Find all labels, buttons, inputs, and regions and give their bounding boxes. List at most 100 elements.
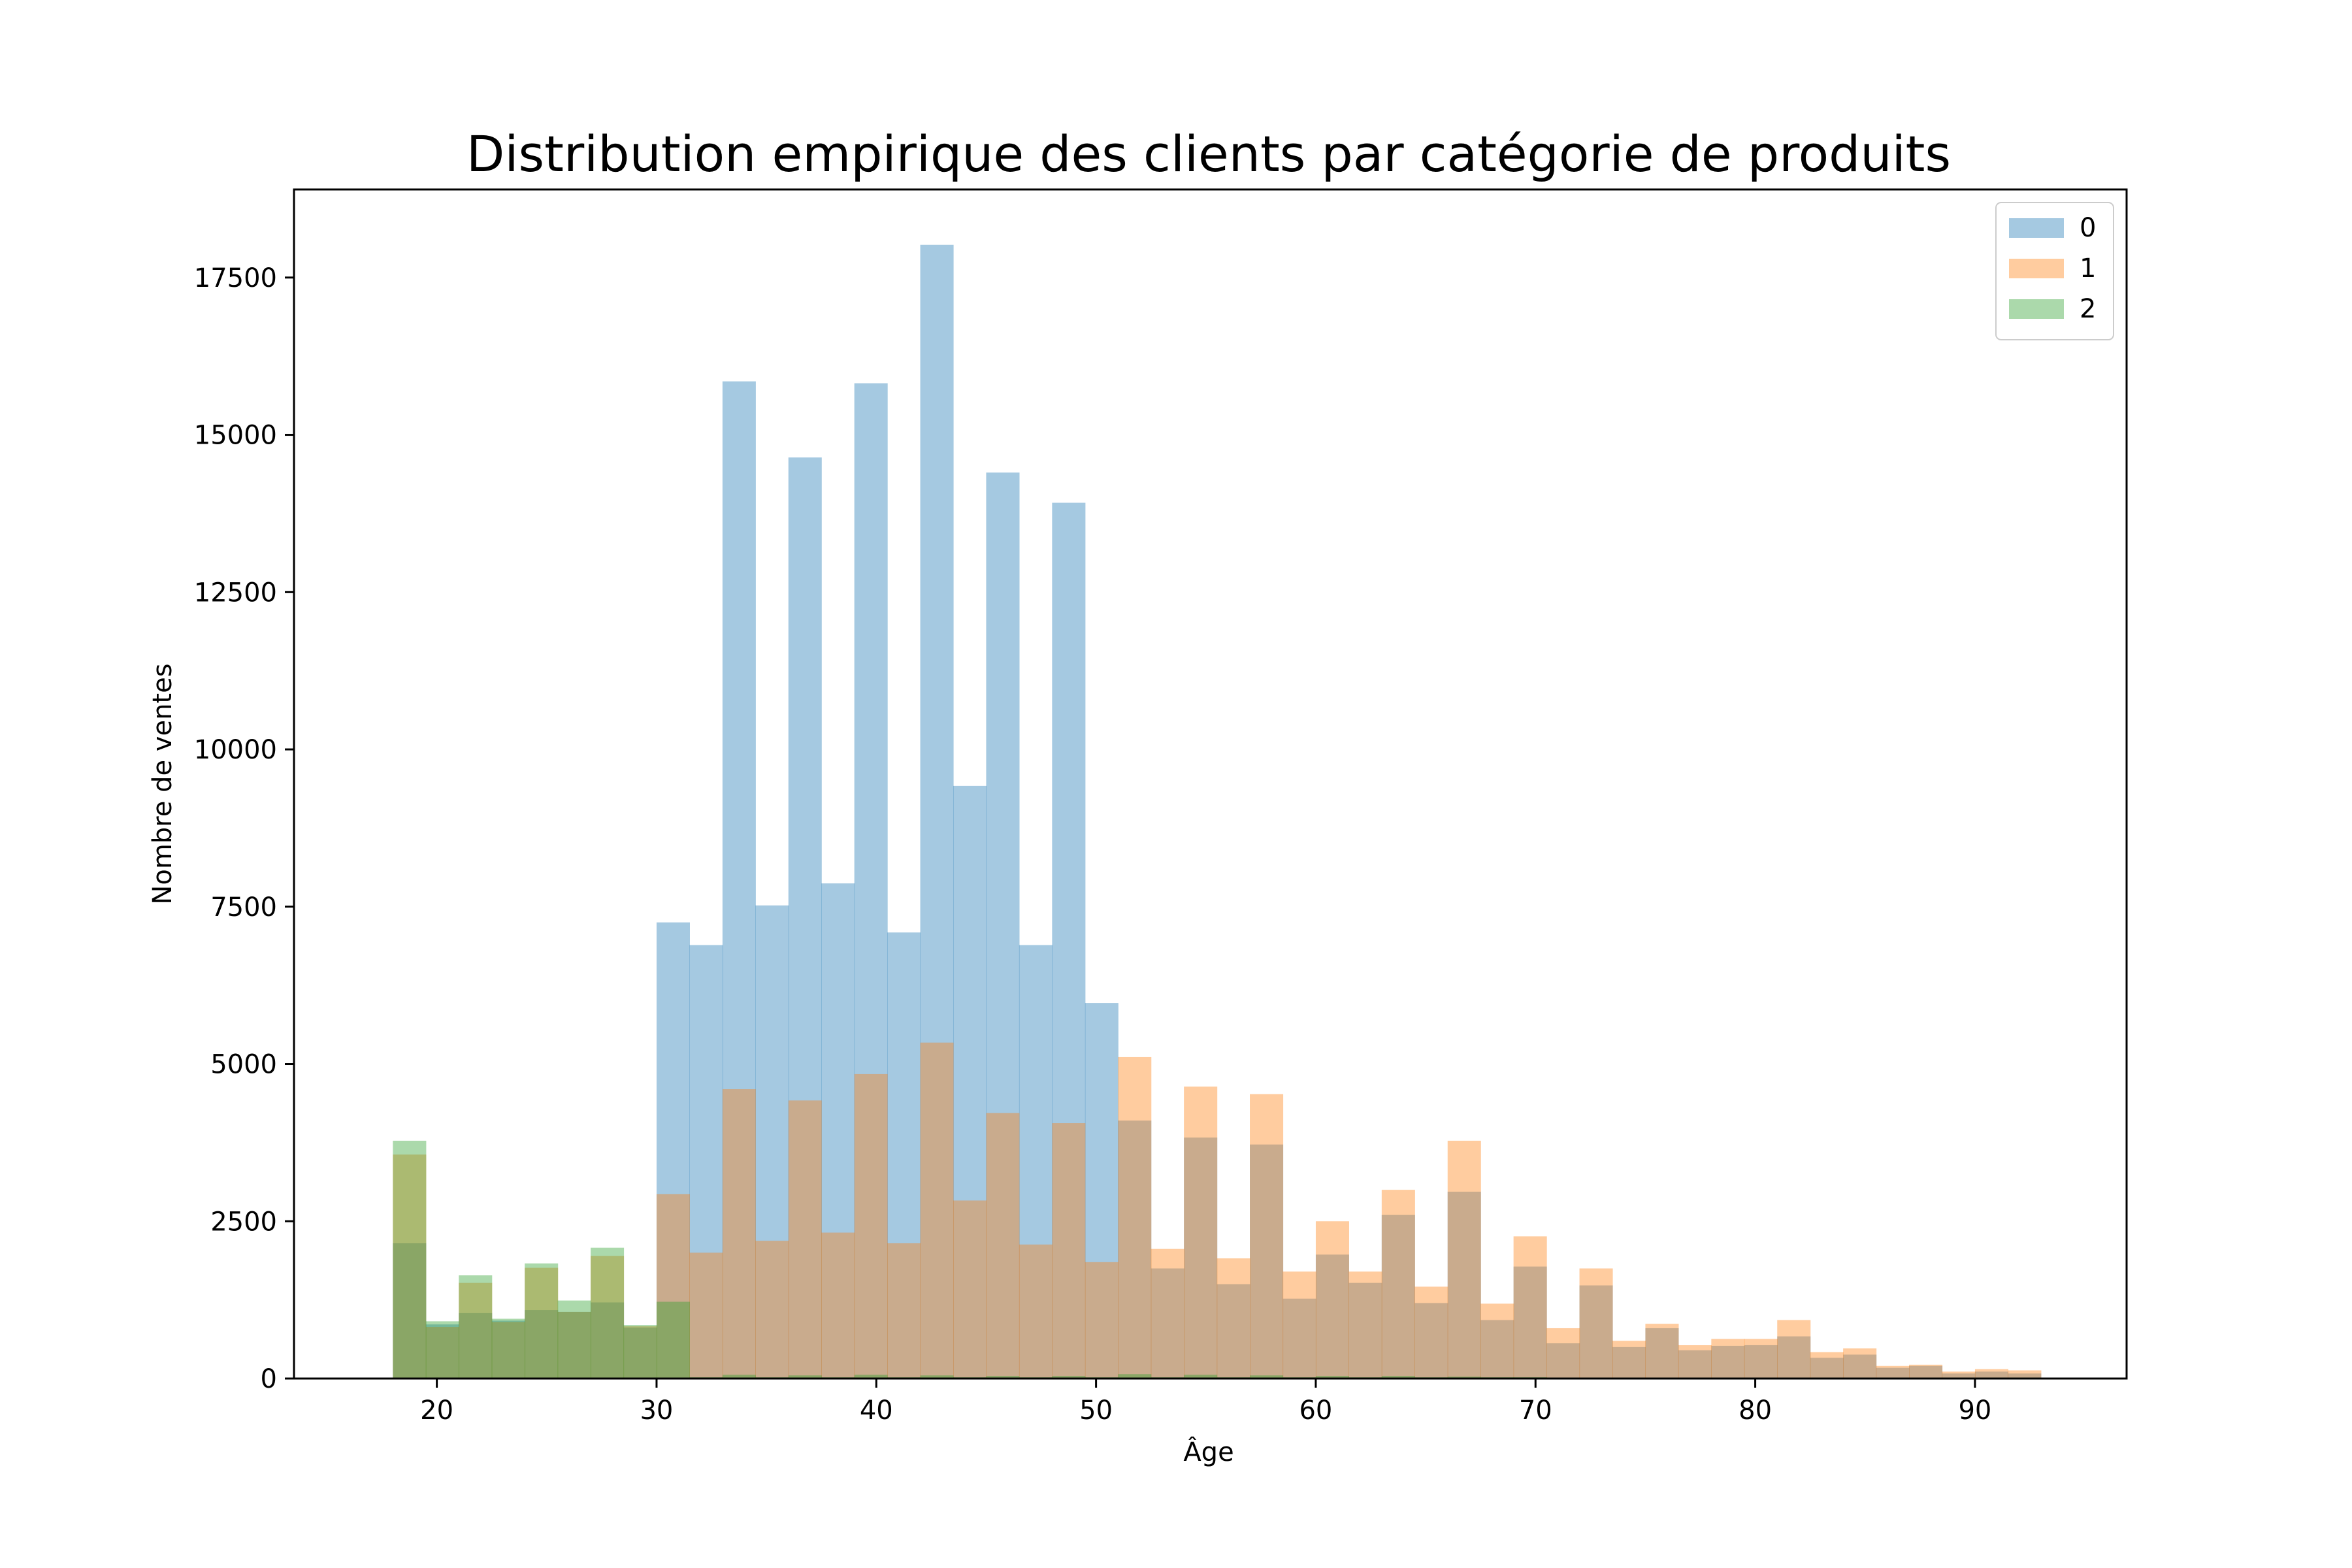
bar-series-0-bin-7: [623, 1328, 657, 1379]
bar-series-1-bin-40: [1711, 1339, 1745, 1379]
bar-series-2-bin-16: [920, 1375, 954, 1379]
bar-series-0-bin-39: [1678, 1350, 1712, 1379]
y-tick-label: 15000: [194, 421, 277, 451]
bar-series-2-bin-7: [623, 1325, 657, 1379]
bar-series-0-bin-10: [722, 381, 756, 1379]
bar-series-2-bin-14: [854, 1375, 888, 1379]
y-axis: 0 2500 5000 7500 10000 12500 15000 17500: [194, 263, 294, 1394]
bar-series-1-bin-21: [1085, 1262, 1119, 1379]
bar-series-1-bin-49: [2008, 1370, 2042, 1379]
bar-series-2-bin-18: [986, 1376, 1020, 1379]
bar-series-1-bin-34: [1513, 1236, 1547, 1379]
bar-series-0-bin-28: [1315, 1254, 1349, 1379]
bar-series-0-bin-29: [1348, 1282, 1382, 1379]
bar-series-1-bin-32: [1447, 1141, 1481, 1379]
bar-series-1-bin-10: [722, 1089, 756, 1379]
bar-series-0-bin-19: [1019, 945, 1053, 1379]
bar-series-2-bin-4: [525, 1263, 559, 1379]
bar-series-2-bin-12: [788, 1375, 822, 1379]
x-tick-label: 60: [1299, 1396, 1332, 1426]
bar-series-0-bin-45: [1876, 1367, 1910, 1379]
y-tick-label: 10000: [194, 735, 277, 765]
bar-series-1-bin-23: [1151, 1249, 1184, 1379]
bar-series-0-bin-46: [1909, 1365, 1943, 1379]
legend-swatch-1: [2009, 259, 2064, 278]
bar-series-2-bin-22: [1118, 1374, 1152, 1379]
bar-series-2-bin-20: [1052, 1376, 1086, 1379]
x-tick-label: 80: [1739, 1396, 1772, 1426]
series-1: [393, 1042, 2042, 1379]
bar-series-2-bin-2: [459, 1275, 493, 1379]
bar-series-0-bin-12: [788, 457, 822, 1379]
bar-series-0-bin-14: [854, 383, 888, 1379]
bar-series-1-bin-14: [854, 1073, 888, 1379]
bar-series-1-bin-13: [821, 1232, 855, 1379]
bar-series-0-bin-16: [920, 244, 954, 1379]
legend-swatch-2: [2009, 299, 2064, 319]
legend-label-2: 2: [2080, 294, 2096, 324]
bar-series-1-bin-12: [788, 1100, 822, 1379]
y-axis-label: Nombre de ventes: [148, 663, 178, 904]
legend-box: [1995, 202, 2114, 340]
bar-series-0-bin-11: [755, 905, 789, 1379]
bar-series-1-bin-0: [393, 1154, 427, 1379]
bar-series-0-bin-1: [425, 1324, 459, 1379]
bar-series-1-bin-25: [1217, 1258, 1250, 1379]
bar-series-1-bin-48: [1974, 1369, 2008, 1379]
bar-series-0-bin-20: [1052, 502, 1086, 1379]
bar-series-0-bin-3: [491, 1320, 525, 1379]
bar-series-0-bin-25: [1217, 1284, 1250, 1379]
bar-series-1-bin-11: [755, 1241, 789, 1379]
bar-series-2-bin-8: [656, 1301, 690, 1379]
bar-series-0-bin-49: [2008, 1373, 2042, 1379]
bar-series-1-bin-30: [1381, 1190, 1415, 1379]
bar-series-1-bin-3: [491, 1322, 525, 1379]
bar-series-1-bin-6: [591, 1256, 625, 1379]
bar-series-0-bin-24: [1184, 1137, 1218, 1379]
bar-series-0-bin-43: [1810, 1358, 1844, 1379]
bar-series-1-bin-39: [1678, 1345, 1712, 1379]
bar-series-1-bin-17: [953, 1200, 987, 1379]
bar-series-1-bin-7: [623, 1326, 657, 1379]
bar-series-1-bin-9: [689, 1252, 723, 1379]
bar-series-0-bin-47: [1942, 1373, 1976, 1379]
bar-series-1-bin-35: [1546, 1328, 1580, 1379]
bar-series-0-bin-36: [1579, 1285, 1613, 1379]
bar-series-1-bin-1: [425, 1327, 459, 1379]
bar-series-1-bin-37: [1612, 1341, 1646, 1379]
bar-series-1-bin-4: [525, 1267, 559, 1379]
x-tick-label: 70: [1519, 1396, 1552, 1426]
bar-series-1-bin-41: [1744, 1339, 1778, 1379]
bar-series-0-bin-34: [1513, 1266, 1547, 1379]
bars-layer: [393, 244, 2042, 1379]
bar-series-0-bin-44: [1843, 1354, 1877, 1379]
bar-series-2-bin-5: [557, 1300, 591, 1379]
bar-series-2-bin-28: [1315, 1376, 1349, 1379]
bar-series-0-bin-4: [525, 1310, 559, 1379]
bar-series-1-bin-5: [557, 1311, 591, 1379]
bar-series-1-bin-46: [1909, 1364, 1943, 1379]
bar-series-0-bin-48: [1974, 1371, 2008, 1379]
legend-swatch-0: [2009, 218, 2064, 238]
bar-series-1-bin-24: [1184, 1086, 1218, 1379]
bar-series-2-bin-30: [1381, 1376, 1415, 1379]
bar-series-2-bin-10: [722, 1375, 756, 1379]
x-axis-label: Âge: [1183, 1436, 1233, 1467]
bar-series-2-bin-26: [1250, 1375, 1284, 1379]
bar-series-0-bin-5: [557, 1311, 591, 1379]
y-tick-label: 2500: [210, 1207, 277, 1237]
bar-series-1-bin-33: [1480, 1303, 1514, 1379]
bar-series-1-bin-47: [1942, 1371, 1976, 1379]
bar-series-0-bin-23: [1151, 1268, 1184, 1379]
bar-series-0-bin-0: [393, 1243, 427, 1379]
bar-series-2-bin-1: [425, 1321, 459, 1379]
bar-series-1-bin-8: [656, 1194, 690, 1379]
bar-series-0-bin-9: [689, 945, 723, 1379]
bar-series-0-bin-18: [986, 472, 1020, 1379]
y-tick-label: 7500: [210, 892, 277, 923]
bar-series-0-bin-6: [591, 1302, 625, 1379]
bar-series-1-bin-27: [1282, 1271, 1316, 1379]
bar-series-1-bin-2: [459, 1282, 493, 1379]
legend: 0 1 2: [1995, 202, 2114, 340]
